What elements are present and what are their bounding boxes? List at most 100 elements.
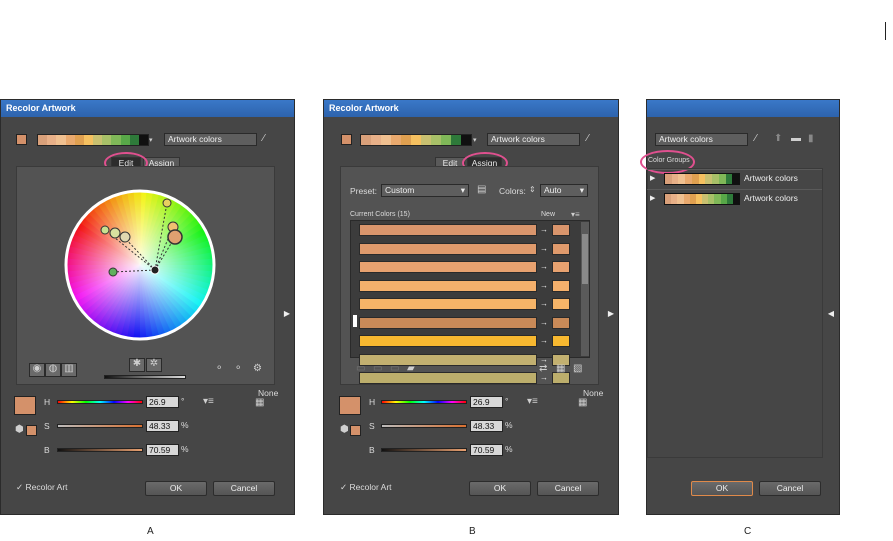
color-row[interactable]: → bbox=[359, 224, 587, 236]
color-row[interactable]: → bbox=[359, 261, 587, 273]
new-color-swatch[interactable] bbox=[552, 335, 570, 347]
eyedropper-icon[interactable]: ⁄ bbox=[755, 133, 757, 144]
ok-button[interactable]: OK bbox=[691, 481, 753, 496]
new-row-icon[interactable]: ▰ bbox=[407, 363, 415, 374]
brightness-field[interactable]: 70.59 bbox=[470, 444, 503, 456]
base-color-swatch[interactable] bbox=[16, 134, 27, 145]
list-scrollbar[interactable] bbox=[581, 222, 589, 356]
hsb-menu-icon[interactable]: ▾≡ bbox=[527, 396, 538, 407]
cancel-button[interactable]: Cancel bbox=[759, 481, 821, 496]
recolor-art-checkbox[interactable]: ✓ Recolor Art bbox=[340, 482, 392, 493]
arrow-icon[interactable]: → bbox=[540, 354, 548, 364]
current-color-bar[interactable] bbox=[359, 224, 537, 236]
save-group-icon[interactable]: ⬆ bbox=[774, 133, 783, 144]
color-group-row[interactable]: ▶ Artwork colors bbox=[647, 169, 822, 189]
find-color-icon[interactable]: ▧ bbox=[573, 363, 583, 374]
dropdown-icon[interactable]: ▾ bbox=[473, 137, 477, 144]
color-row[interactable]: → bbox=[359, 316, 587, 329]
segmented-wheel-icon[interactable]: ◍ bbox=[45, 363, 61, 377]
new-color-swatch[interactable] bbox=[552, 316, 570, 329]
group-name-field[interactable]: Artwork colors bbox=[164, 133, 257, 146]
brightness-slider[interactable] bbox=[104, 375, 186, 379]
remove-color-tool-icon[interactable]: ⚬ bbox=[234, 363, 243, 374]
new-color-swatch[interactable] bbox=[552, 242, 570, 255]
colors-dropdown[interactable]: Auto ▾ bbox=[540, 184, 588, 197]
add-color-tool-icon[interactable]: ⚬ bbox=[215, 363, 224, 374]
ok-button[interactable]: OK bbox=[145, 481, 207, 496]
expand-triangle-icon[interactable]: ▶ bbox=[650, 175, 656, 182]
new-color-swatch[interactable] bbox=[552, 372, 570, 384]
collapse-panel-icon[interactable]: ◀ bbox=[827, 309, 835, 318]
recolor-art-checkbox[interactable]: ✓ Recolor Art bbox=[16, 482, 68, 493]
saturation-slider[interactable] bbox=[57, 424, 143, 428]
color-row[interactable]: → bbox=[359, 335, 587, 347]
list-menu-icon[interactable]: ▾≡ bbox=[571, 210, 580, 219]
color-bars-icon[interactable]: ▥ bbox=[61, 363, 77, 377]
current-color-bar[interactable] bbox=[359, 279, 537, 292]
exclude-colors-icon[interactable]: ▭ bbox=[390, 363, 400, 374]
current-color-swatch[interactable] bbox=[339, 396, 361, 415]
saturation-slider[interactable] bbox=[381, 424, 467, 428]
current-color-bar[interactable] bbox=[359, 242, 537, 255]
expand-panel-icon[interactable]: ▶ bbox=[607, 309, 615, 318]
color-wheel[interactable] bbox=[60, 185, 220, 345]
arrow-icon[interactable]: → bbox=[540, 299, 548, 308]
saturation-field[interactable]: 48.33 bbox=[470, 420, 503, 432]
color-row[interactable]: → bbox=[359, 353, 587, 366]
current-color-bar[interactable] bbox=[359, 353, 537, 366]
arrow-icon[interactable]: → bbox=[540, 280, 548, 290]
brightness-field[interactable]: 70.59 bbox=[146, 444, 179, 456]
brightness-value-slider[interactable] bbox=[381, 448, 467, 452]
eyedropper-icon[interactable]: ⁄ bbox=[587, 133, 589, 144]
merge-colors-icon[interactable]: ▭ bbox=[356, 363, 366, 374]
current-color-bar[interactable] bbox=[359, 261, 537, 273]
group-name-field[interactable]: Artwork colors bbox=[655, 133, 748, 146]
color-row[interactable]: → bbox=[359, 242, 587, 255]
cancel-button[interactable]: Cancel bbox=[537, 481, 599, 496]
new-color-swatch[interactable] bbox=[552, 224, 570, 236]
hsb-menu-icon[interactable]: ▾≡ bbox=[203, 396, 214, 407]
group-name-field[interactable]: Artwork colors bbox=[487, 133, 580, 146]
color-group-strip[interactable] bbox=[37, 134, 149, 146]
separate-colors-icon[interactable]: ▭ bbox=[373, 363, 383, 374]
current-color-bar[interactable] bbox=[359, 298, 537, 310]
arrow-icon[interactable]: → bbox=[540, 336, 548, 345]
current-color-bar[interactable] bbox=[359, 335, 537, 347]
arrow-icon[interactable]: → bbox=[540, 373, 548, 382]
hue-field[interactable]: 26.9 bbox=[470, 396, 503, 408]
link-harmony-icon[interactable]: ⚙ bbox=[253, 363, 262, 374]
ok-button[interactable]: OK bbox=[469, 481, 531, 496]
new-color-swatch[interactable] bbox=[552, 279, 570, 292]
current-color-bar[interactable] bbox=[359, 372, 537, 384]
new-color-swatch[interactable] bbox=[552, 353, 570, 366]
new-folder-icon[interactable]: ▬ bbox=[791, 133, 801, 144]
saturation-icon[interactable]: ✲ bbox=[146, 358, 162, 372]
hue-slider[interactable] bbox=[381, 400, 467, 404]
randomize-order-icon[interactable]: ⇄ bbox=[539, 363, 548, 374]
arrow-icon[interactable]: → bbox=[540, 317, 548, 327]
current-color-bar[interactable] bbox=[359, 316, 537, 329]
preset-options-icon[interactable]: ▤ bbox=[477, 184, 487, 195]
brightness-icon[interactable]: ✱ bbox=[129, 358, 145, 372]
new-color-swatch[interactable] bbox=[552, 261, 570, 273]
color-group-strip[interactable] bbox=[360, 134, 472, 146]
cancel-button[interactable]: Cancel bbox=[213, 481, 275, 496]
color-row[interactable]: → bbox=[359, 372, 587, 384]
arrow-icon[interactable]: → bbox=[540, 225, 548, 234]
brightness-value-slider[interactable] bbox=[57, 448, 143, 452]
preset-dropdown[interactable]: Custom ▾ bbox=[381, 184, 469, 197]
expand-triangle-icon[interactable]: ▶ bbox=[650, 195, 656, 202]
delete-icon[interactable]: ▮ bbox=[808, 133, 814, 144]
arrow-icon[interactable]: → bbox=[540, 262, 548, 271]
expand-panel-icon[interactable]: ▶ bbox=[283, 309, 291, 318]
color-mode-icon[interactable]: ▦ bbox=[578, 397, 588, 408]
color-row[interactable]: → bbox=[359, 279, 587, 292]
color-row[interactable]: → bbox=[359, 298, 587, 310]
color-mode-icon[interactable]: ▦ bbox=[255, 397, 265, 408]
new-color-swatch[interactable] bbox=[552, 298, 570, 310]
eyedropper-icon[interactable]: ⁄ bbox=[263, 133, 265, 144]
arrow-icon[interactable]: → bbox=[540, 243, 548, 253]
dropdown-icon[interactable]: ▾ bbox=[149, 137, 153, 144]
colors-stepper-icon[interactable]: ⇕ bbox=[529, 185, 536, 194]
hue-field[interactable]: 26.9 bbox=[146, 396, 179, 408]
